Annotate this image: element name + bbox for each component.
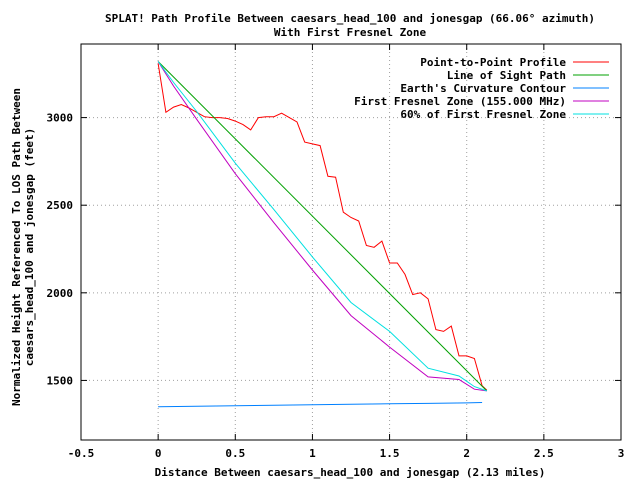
legend-label-3: Earth's Curvature Contour xyxy=(400,82,566,95)
y-axis-label-line2: caesars_head_100 and jonesgap (feet) xyxy=(23,128,36,366)
plot-frame xyxy=(80,43,622,441)
series-line-2 xyxy=(157,61,488,392)
legend-label-2: Line of Sight Path xyxy=(447,69,566,82)
legend-label-5: 60% of First Fresnel Zone xyxy=(400,108,566,121)
series-line-3 xyxy=(158,402,483,408)
x-tick-label: 2 xyxy=(463,447,470,460)
y-tick-label: 3000 xyxy=(47,112,74,125)
y-tick-label: 1500 xyxy=(47,374,74,387)
series-line-4 xyxy=(157,61,487,392)
x-tick-label: 2.5 xyxy=(534,447,554,460)
x-tick-label: -0.5 xyxy=(68,447,95,460)
x-tick-label: 0.5 xyxy=(225,447,245,460)
legend-label-1: Point-to-Point Profile xyxy=(420,56,566,69)
y-tick-label: 2000 xyxy=(47,287,74,300)
x-tick-label: 3 xyxy=(618,447,625,460)
y-tick-label: 2500 xyxy=(47,199,74,212)
x-tick-label: 1.5 xyxy=(380,447,400,460)
y-axis-label-line1: Normalized Height Referenced To LOS Path… xyxy=(10,88,23,406)
chart-title: SPLAT! Path Profile Between caesars_head… xyxy=(105,12,595,25)
x-tick-label: 0 xyxy=(155,447,162,460)
x-axis-label: Distance Between caesars_head_100 and jo… xyxy=(155,466,546,479)
series-line-5 xyxy=(157,61,487,392)
x-tick-label: 1 xyxy=(309,447,316,460)
legend-label-4: First Fresnel Zone (155.000 MHz) xyxy=(354,95,566,108)
chart-subtitle: With First Fresnel Zone xyxy=(274,26,427,39)
series-lines xyxy=(157,61,488,408)
